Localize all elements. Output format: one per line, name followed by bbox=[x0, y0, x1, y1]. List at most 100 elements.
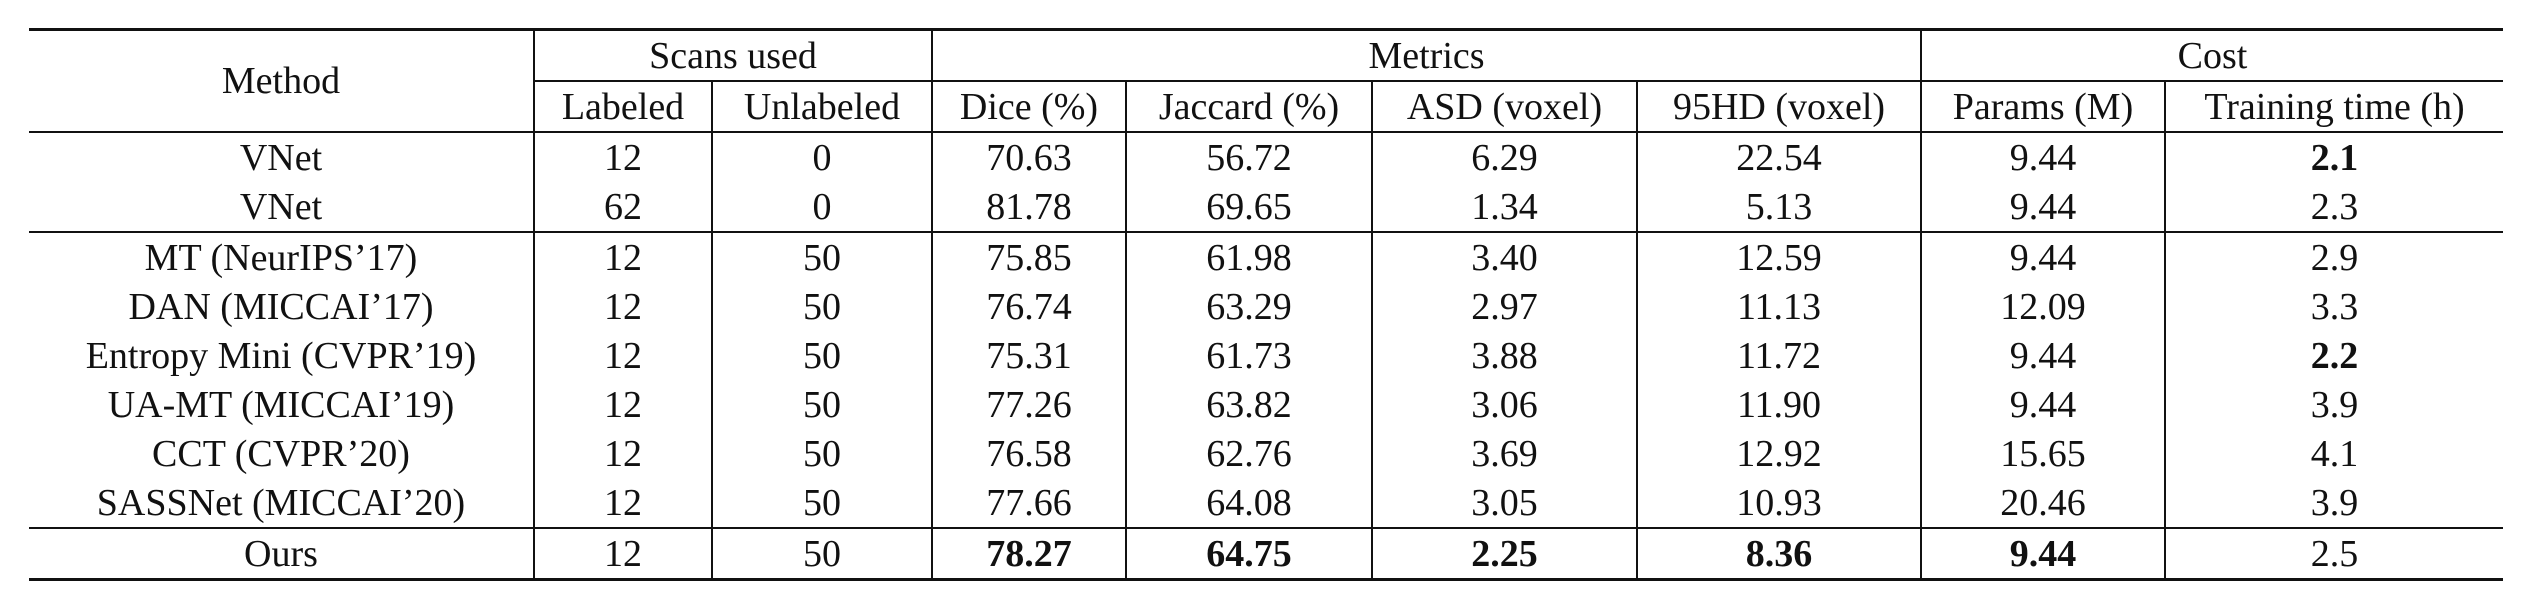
table-cell: 2.1 bbox=[2164, 132, 2503, 182]
table-cell: 20.46 bbox=[1920, 478, 2165, 528]
table-row: SASSNet (MICCAI’20) 12 50 77.66 64.08 3.05 10.… bbox=[29, 478, 2503, 528]
header-cell: Cost bbox=[1920, 29, 2503, 82]
table-cell: 50 bbox=[711, 380, 932, 429]
table-cell: 64.75 bbox=[1125, 527, 1372, 580]
table-cell: 12 bbox=[533, 527, 712, 580]
table-cell: 3.3 bbox=[2164, 282, 2503, 331]
bold-value: 2.1 bbox=[2310, 136, 2359, 179]
table-cell: 12 bbox=[533, 282, 712, 331]
header-cell: Dice (%) bbox=[931, 81, 1126, 133]
bold-value: 8.36 bbox=[1745, 532, 1813, 575]
table-cell: 50 bbox=[711, 331, 932, 380]
table-cell: 12 bbox=[533, 331, 712, 380]
header-cell: Params (M) bbox=[1920, 81, 2165, 133]
table-cell: 63.29 bbox=[1125, 282, 1372, 331]
header-row: Labeled Unlabeled Dice (%) Jaccard (%) ASD (… bbox=[29, 81, 2503, 133]
table-cell: 8.36 bbox=[1636, 527, 1921, 580]
table-cell: 0 bbox=[711, 182, 932, 232]
table-cell: 6.29 bbox=[1371, 132, 1637, 182]
table-cell: UA-MT (MICCAI’19) bbox=[107, 383, 455, 426]
table-cell: 0 bbox=[711, 132, 932, 182]
table-row: DAN (MICCAI’17) 12 50 76.74 63.29 2.97 11.13 12… bbox=[29, 282, 2503, 331]
table-cell: VNet bbox=[239, 136, 323, 179]
table-cell: 62 bbox=[533, 182, 712, 232]
table-row: MT (NeurIPS’17) 12 50 75.85 61.98 3.40 12.59 9.… bbox=[29, 231, 2503, 282]
table-row: Ours 12 50 78.27 64.75 2.25 8.36 9.44 2.5 bbox=[29, 527, 2503, 580]
header-cell: Unlabeled bbox=[711, 81, 932, 133]
table-cell: 63.82 bbox=[1125, 380, 1372, 429]
header-cell: Method bbox=[29, 29, 534, 133]
table-cell: 50 bbox=[711, 231, 932, 282]
table-cell: MT (NeurIPS’17) bbox=[29, 231, 534, 282]
table-cell: 77.66 bbox=[931, 478, 1126, 528]
table-cell: 50 bbox=[711, 478, 932, 528]
header-row: Method Scans used Metrics Cost bbox=[29, 29, 2503, 133]
bold-value: 78.27 bbox=[986, 532, 1072, 575]
table-cell: 12.59 bbox=[1636, 231, 1921, 282]
table-cell: 75.85 bbox=[931, 231, 1126, 282]
table-cell: 78.27 bbox=[931, 527, 1126, 580]
table-row: UA-MT (MICCAI’19) 12 50 77.26 63.82 3.06 11.90… bbox=[29, 380, 2503, 429]
table-cell: 75.31 bbox=[931, 331, 1126, 380]
header-cell: 95HD (voxel) bbox=[1636, 81, 1921, 133]
table-cell: 64.08 bbox=[1125, 478, 1372, 528]
table-cell: 3.9 bbox=[2164, 380, 2503, 429]
table-cell: 3.9 bbox=[2164, 478, 2503, 528]
table-cell: 2.3 bbox=[2164, 182, 2503, 232]
table-cell: 3.06 bbox=[1371, 380, 1637, 429]
table-cell: 3.69 bbox=[1371, 429, 1637, 478]
header-cell: Scans used bbox=[533, 29, 932, 82]
table-cell: DAN (MICCAI’17) bbox=[128, 285, 434, 328]
bold-value: 9.44 bbox=[2009, 532, 2077, 575]
table-cell: VNet bbox=[239, 185, 323, 228]
table-cell: Entropy Mini (CVPR’19) bbox=[85, 334, 477, 377]
table-cell: 15.65 bbox=[1920, 429, 2165, 478]
table-cell: 12.09 bbox=[1920, 282, 2165, 331]
bold-value: 64.75 bbox=[1206, 532, 1292, 575]
table-cell: 12 bbox=[533, 231, 712, 282]
table-cell: 11.72 bbox=[1636, 331, 1921, 380]
table-cell: 9.44 bbox=[1920, 527, 2165, 580]
table-cell: 12 bbox=[533, 429, 712, 478]
table-cell: 5.13 bbox=[1636, 182, 1921, 232]
table-cell: 3.40 bbox=[1371, 231, 1637, 282]
table-cell: 2.25 bbox=[1371, 527, 1637, 580]
table-body: VNet 12 0 70.63 56.72 6.29 22.54 9.44 2.1 VNet 62 0… bbox=[29, 132, 2503, 580]
table-row: Entropy Mini (CVPR’19) 12 50 75.31 61.73 3.88… bbox=[29, 331, 2503, 380]
table-cell: 9.44 bbox=[1920, 132, 2165, 182]
table-cell: 62.76 bbox=[1125, 429, 1372, 478]
table-cell: 76.74 bbox=[931, 282, 1126, 331]
table-cell: 2.2 bbox=[2164, 331, 2503, 380]
table-cell: 50 bbox=[711, 429, 932, 478]
table-cell: 76.58 bbox=[931, 429, 1126, 478]
header-cell: Jaccard (%) bbox=[1125, 81, 1372, 133]
header-cell: ASD (voxel) bbox=[1371, 81, 1637, 133]
table-cell: 56.72 bbox=[1125, 132, 1372, 182]
table-cell: 81.78 bbox=[931, 182, 1126, 232]
table-cell: 61.98 bbox=[1125, 231, 1372, 282]
table-cell: SASSNet (MICCAI’20) bbox=[96, 481, 466, 524]
table-cell: 50 bbox=[711, 282, 932, 331]
table-cell: 12 bbox=[533, 380, 712, 429]
table-cell: 2.9 bbox=[2164, 231, 2503, 282]
table-cell: 10.93 bbox=[1636, 478, 1921, 528]
table-cell: 77.26 bbox=[931, 380, 1126, 429]
results-table: Method Scans used Metrics Cost Labeled Un… bbox=[29, 28, 2503, 581]
table-cell: 12.92 bbox=[1636, 429, 1921, 478]
table-cell: 4.1 bbox=[2164, 429, 2503, 478]
table-cell: 9.44 bbox=[1920, 380, 2165, 429]
table-cell: 12 bbox=[533, 132, 712, 182]
table-cell: 9.44 bbox=[1920, 331, 2165, 380]
header-cell: Labeled bbox=[533, 81, 712, 133]
table-cell: 50 bbox=[711, 527, 932, 580]
table-cell: 9.44 bbox=[1920, 231, 2165, 282]
table-cell: 11.13 bbox=[1636, 282, 1921, 331]
bold-value: 2.25 bbox=[1471, 532, 1538, 575]
table-cell: 3.05 bbox=[1371, 478, 1637, 528]
table-cell: 2.97 bbox=[1371, 282, 1637, 331]
table-cell: CCT (CVPR’20) bbox=[152, 432, 410, 475]
bold-value: 2.2 bbox=[2310, 334, 2359, 377]
header-cell: Training time (h) bbox=[2164, 81, 2503, 133]
table-cell: 70.63 bbox=[931, 132, 1126, 182]
